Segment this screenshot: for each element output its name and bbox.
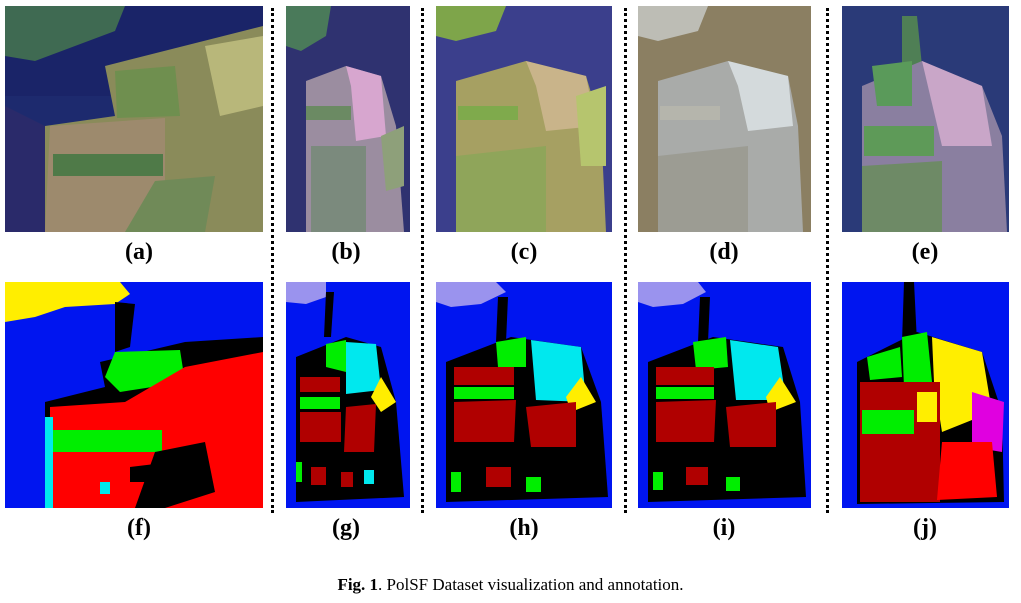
- annotation-map-i: [638, 282, 811, 508]
- polsar-image-a: [5, 6, 263, 232]
- panel-label-g: (g): [332, 515, 360, 541]
- annotation-f: [5, 282, 263, 508]
- separator-3: [624, 8, 627, 513]
- annotation-map-g: [286, 282, 410, 508]
- panel-label-c: (c): [510, 239, 538, 265]
- image-b: [286, 6, 410, 232]
- panel-label-a: (a): [125, 239, 153, 265]
- annotation-map-h: [436, 282, 612, 508]
- image-e: [842, 6, 1009, 232]
- panel-label-j: (j): [913, 515, 937, 541]
- polsar-image-c: [436, 6, 612, 232]
- panel-label-d: (d): [709, 239, 739, 265]
- polsar-image-d: [638, 6, 811, 232]
- image-d: [638, 6, 811, 232]
- panel-label-f: (f): [127, 515, 151, 541]
- caption-figure-number: Fig. 1: [337, 575, 379, 594]
- annotation-i: [638, 282, 811, 508]
- separator-1: [271, 8, 274, 513]
- panel-label-i: (i): [712, 515, 736, 541]
- panel-label-h: (h): [509, 515, 539, 541]
- annotation-map-f: [5, 282, 263, 508]
- panel-label-e: (e): [911, 239, 939, 265]
- annotation-g: [286, 282, 410, 508]
- image-a: [5, 6, 263, 232]
- annotation-j: [842, 282, 1009, 508]
- polsar-image-b: [286, 6, 410, 232]
- separator-4: [826, 8, 829, 513]
- annotation-h: [436, 282, 612, 508]
- polsar-image-e: [842, 6, 1009, 232]
- panel-label-b: (b): [331, 239, 361, 265]
- separator-2: [421, 8, 424, 513]
- caption-text: . PolSF Dataset visualization and annota…: [378, 575, 684, 594]
- figure-caption: Fig. 1. PolSF Dataset visualization and …: [0, 574, 1021, 596]
- annotation-map-j: [842, 282, 1009, 508]
- image-c: [436, 6, 612, 232]
